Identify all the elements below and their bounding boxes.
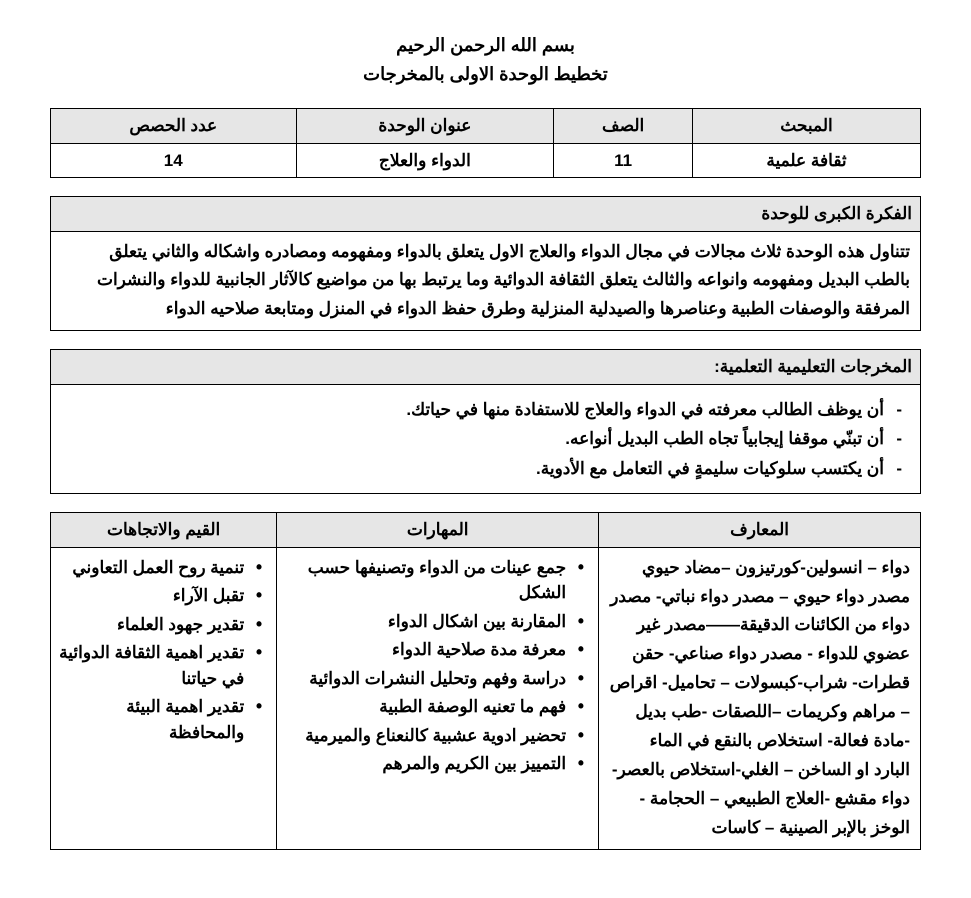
th-unit-title: عنوان الوحدة	[296, 109, 554, 144]
value-item: تقبل الآراء	[59, 583, 262, 609]
td-subject: ثقافة علمية	[693, 143, 921, 178]
doc-title: تخطيط الوحدة الاولى بالمخرجات	[50, 61, 921, 88]
td-grade: 11	[554, 143, 693, 178]
outcomes-label: المخرجات التعليمية التعلمية:	[51, 350, 921, 385]
outcomes-table: المخرجات التعليمية التعلمية: أن يوظف الط…	[50, 349, 921, 494]
skill-item: فهم ما تعنيه الوصفة الطبية	[285, 694, 584, 720]
knowledge-cell: دواء – انسولين-كورتيزون –مضاد حيوي مصدر …	[599, 547, 921, 849]
big-idea-label: الفكرة الكبرى للوحدة	[51, 197, 921, 232]
value-item: تقدير جهود العلماء	[59, 612, 262, 638]
outcomes-body: أن يوظف الطالب معرفته في الدواء والعلاج …	[51, 384, 921, 494]
td-unit-title: الدواء والعلاج	[296, 143, 554, 178]
skill-item: دراسة وفهم وتحليل النشرات الدوائية	[285, 666, 584, 692]
skill-item: تحضير ادوية عشبية كالنعناع والميرمية	[285, 723, 584, 749]
th-subject: المبحث	[693, 109, 921, 144]
skills-cell: جمع عينات من الدواء وتصنيفها حسب الشكل ا…	[277, 547, 599, 849]
value-item: تقدير اهمية البيئة والمحافظة	[59, 694, 262, 745]
td-periods: 14	[51, 143, 297, 178]
value-item: تقدير اهمية الثقافة الدوائية في حياتنا	[59, 640, 262, 691]
values-cell: تنمية روح العمل التعاوني تقبل الآراء تقد…	[51, 547, 277, 849]
skills-list: جمع عينات من الدواء وتصنيفها حسب الشكل ا…	[285, 555, 590, 777]
big-idea-text: تتناول هذه الوحدة ثلاث مجالات في مجال ال…	[51, 231, 921, 331]
big-idea-table: الفكرة الكبرى للوحدة تتناول هذه الوحدة ث…	[50, 196, 921, 331]
skill-item: المقارنة بين اشكال الدواء	[285, 609, 584, 635]
ksv-table: المعارف المهارات القيم والاتجاهات دواء –…	[50, 512, 921, 849]
values-list: تنمية روح العمل التعاوني تقبل الآراء تقد…	[59, 555, 268, 746]
skill-item: جمع عينات من الدواء وتصنيفها حسب الشكل	[285, 555, 584, 606]
skill-item: التمييز بين الكريم والمرهم	[285, 751, 584, 777]
bismillah: بسم الله الرحمن الرحيم	[50, 32, 921, 59]
info-table: المبحث الصف عنوان الوحدة عدد الحصص ثقافة…	[50, 108, 921, 178]
value-item: تنمية روح العمل التعاوني	[59, 555, 262, 581]
th-skills: المهارات	[277, 513, 599, 548]
outcome-item: أن يكتسب سلوكيات سليمةٍ في التعامل مع ال…	[79, 456, 892, 482]
outcomes-list: أن يوظف الطالب معرفته في الدواء والعلاج …	[79, 397, 892, 482]
outcome-item: أن يوظف الطالب معرفته في الدواء والعلاج …	[79, 397, 892, 423]
th-grade: الصف	[554, 109, 693, 144]
outcome-item: أن تبنّي موقفا إيجابياً تجاه الطب البديل…	[79, 426, 892, 452]
skill-item: معرفة مدة صلاحية الدواء	[285, 637, 584, 663]
page-header: بسم الله الرحمن الرحيم تخطيط الوحدة الاو…	[50, 32, 921, 88]
th-knowledge: المعارف	[599, 513, 921, 548]
th-periods: عدد الحصص	[51, 109, 297, 144]
th-values: القيم والاتجاهات	[51, 513, 277, 548]
